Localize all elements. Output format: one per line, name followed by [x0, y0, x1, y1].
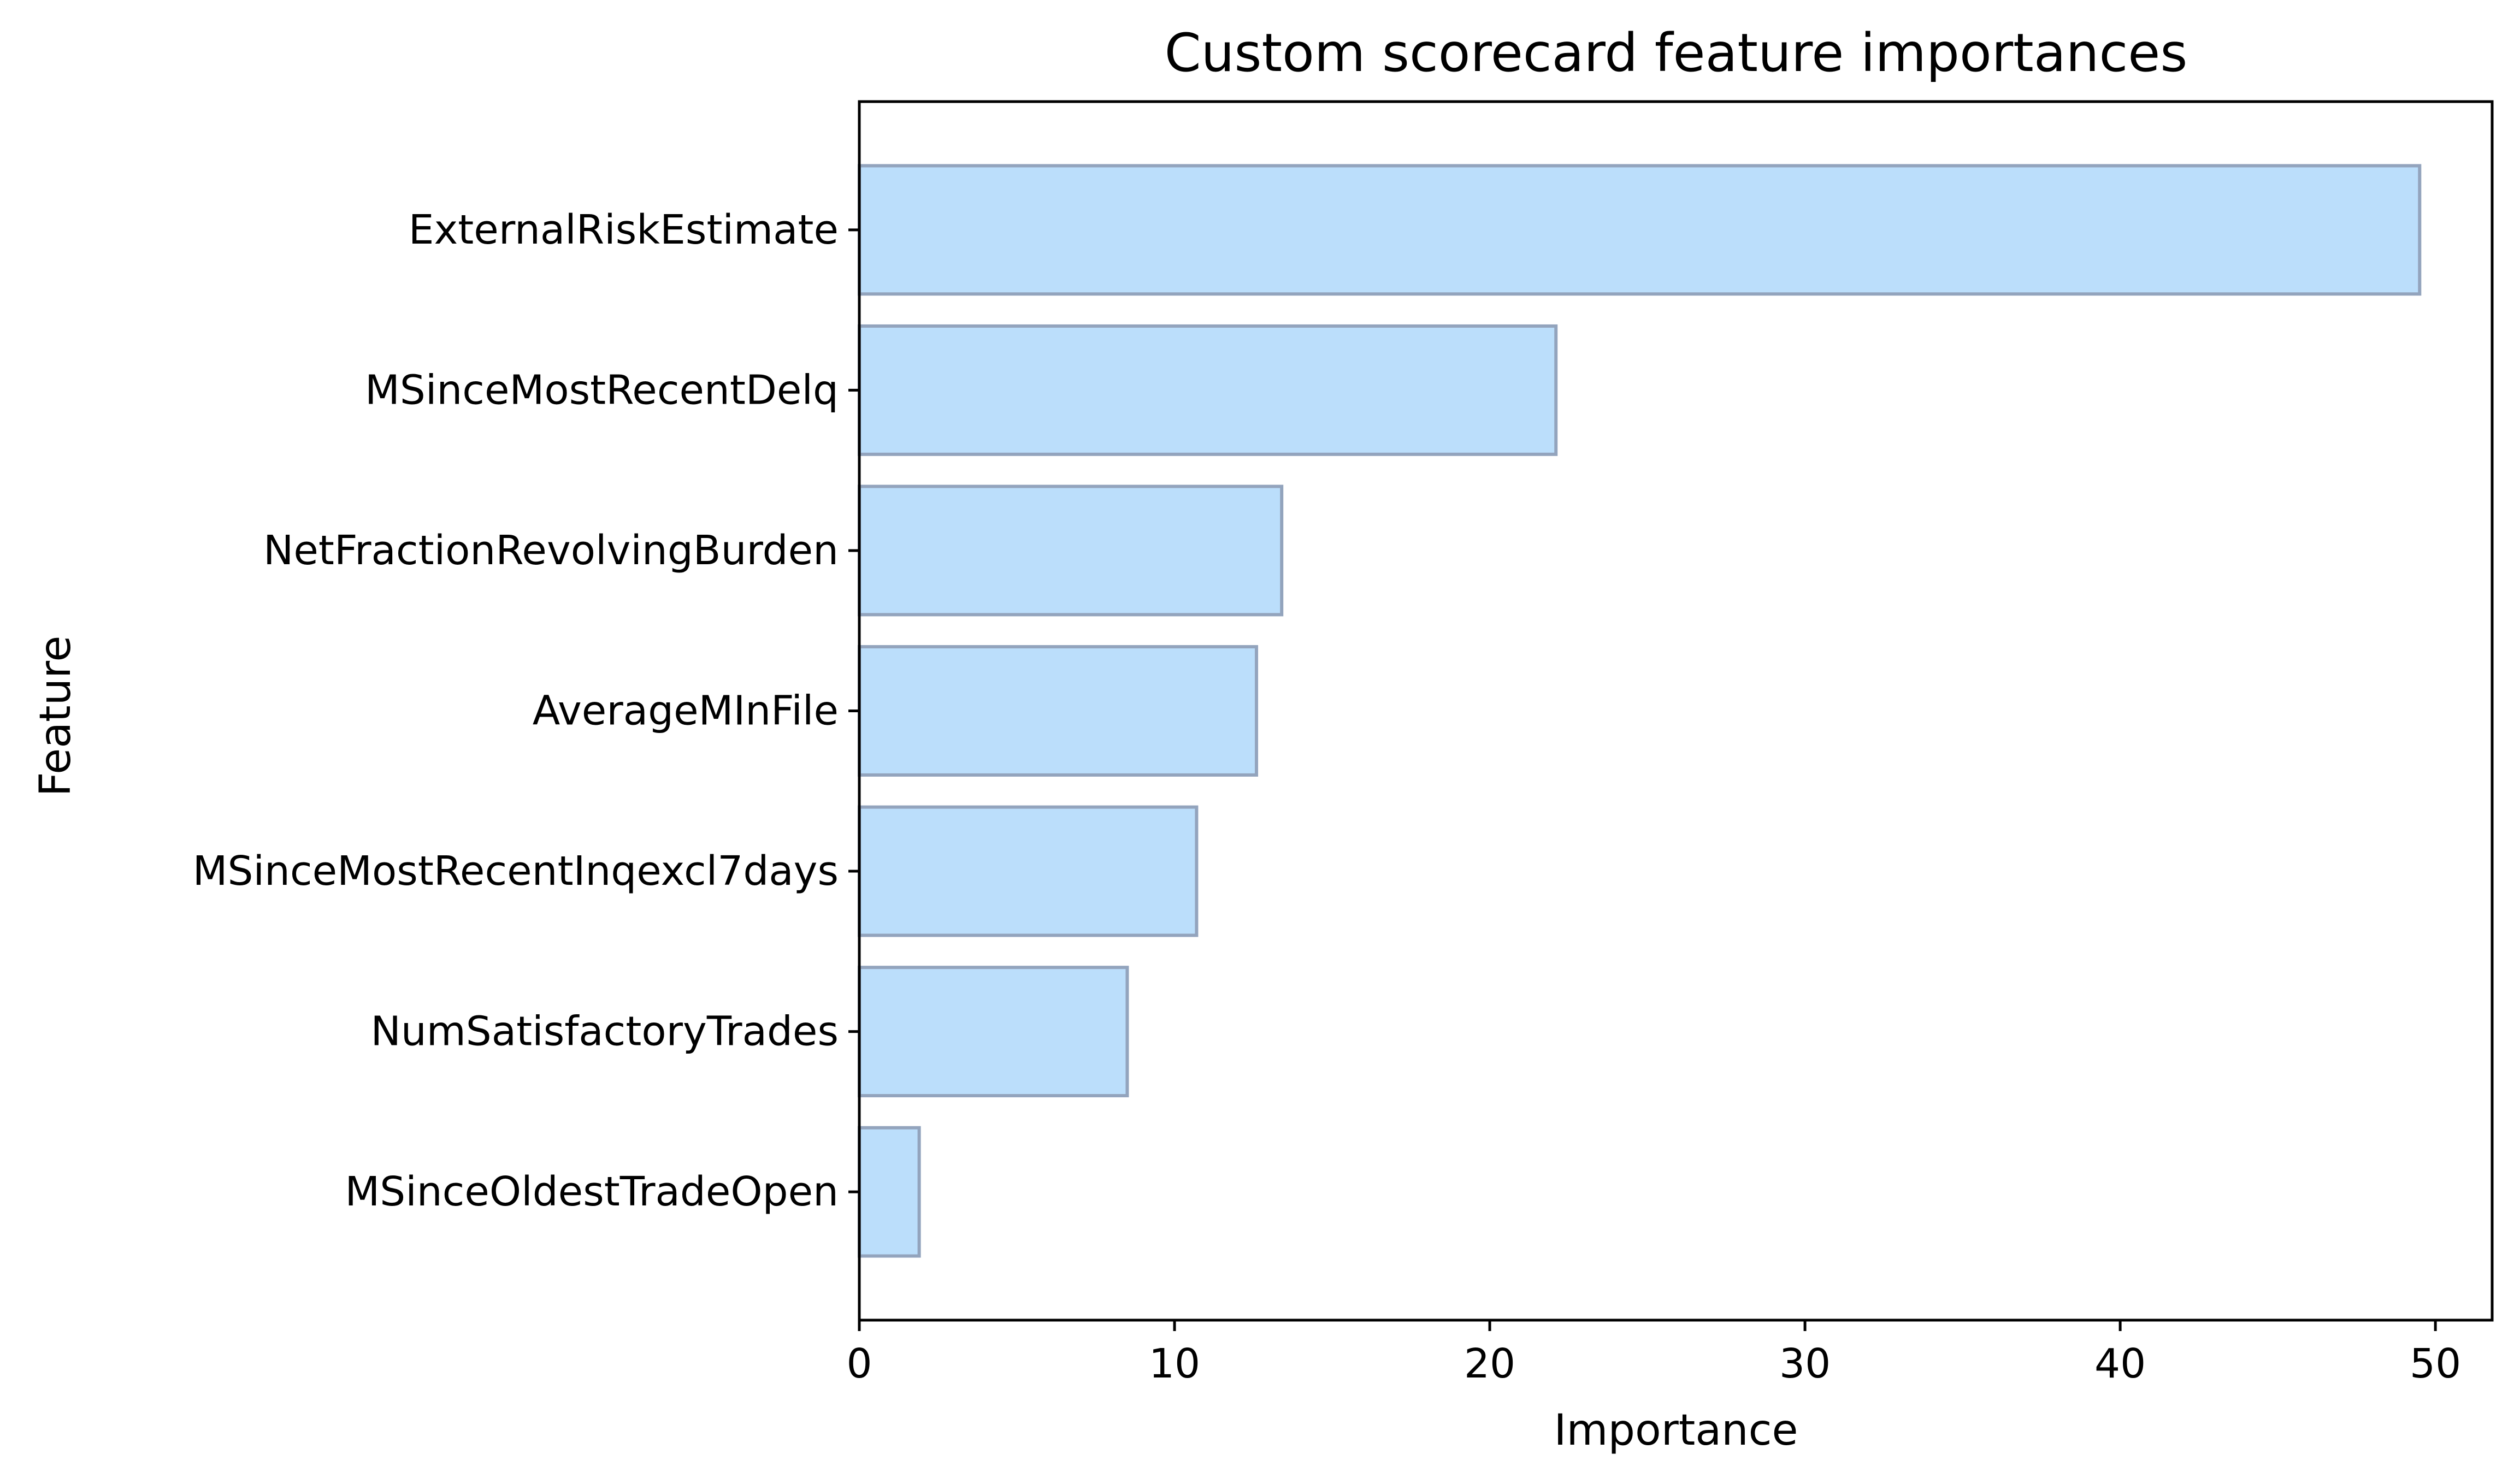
bar-MSinceMostRecentInqexcl7days	[858, 805, 1199, 937]
y-tick-label: MSinceMostRecentDelq	[365, 366, 839, 413]
bar-NetFractionRevolvingBurden	[858, 484, 1284, 617]
bar-MSinceOldestTradeOpen	[858, 1126, 921, 1258]
y-tick-label: AverageMInFile	[533, 688, 839, 735]
x-axis-label: Importance	[1554, 1406, 1798, 1455]
bar-ExternalRiskEstimate	[858, 164, 2422, 296]
x-axis-ticks: 0 10 20 30 40 50	[846, 1320, 2461, 1387]
y-tick-label: MSinceOldestTradeOpen	[345, 1168, 839, 1215]
bar-NumSatisfactoryTrades	[858, 966, 1129, 1098]
x-tick-label: 20	[1464, 1340, 1515, 1387]
y-axis-ticks: ExternalRiskEstimate MSinceMostRecentDelq…	[193, 206, 859, 1215]
bars-group	[858, 164, 2422, 1258]
x-tick-label: 50	[2410, 1340, 2461, 1387]
x-tick-label: 0	[846, 1340, 872, 1387]
bar-MSinceMostRecentDelq	[858, 324, 1558, 456]
x-tick-label: 10	[1149, 1340, 1200, 1387]
x-tick-label: 30	[1779, 1340, 1831, 1387]
plot-frame	[858, 100, 2494, 1322]
y-tick-label: MSinceMostRecentInqexcl7days	[193, 848, 839, 895]
y-tick-label: NetFractionRevolvingBurden	[263, 527, 839, 574]
y-axis-label: Feature	[31, 636, 80, 797]
y-tick-label: NumSatisfactoryTrades	[370, 1008, 839, 1055]
x-tick-label: 40	[2094, 1340, 2146, 1387]
y-tick-label: ExternalRiskEstimate	[409, 206, 839, 253]
chart-title: Custom scorecard feature importances	[1165, 22, 2188, 84]
bar-AverageMInFile	[858, 645, 1259, 777]
